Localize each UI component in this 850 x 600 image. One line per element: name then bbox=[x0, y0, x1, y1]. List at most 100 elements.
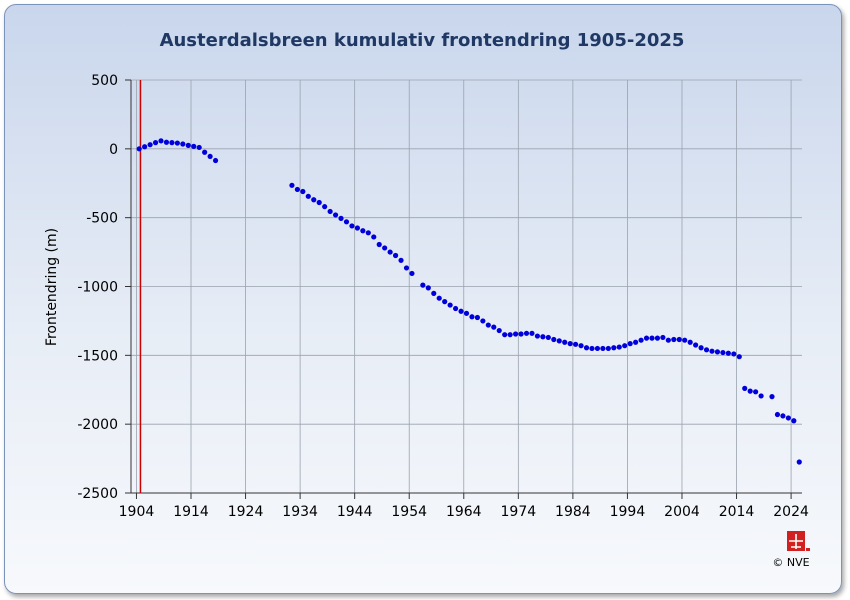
data-point bbox=[174, 140, 180, 146]
data-point bbox=[474, 314, 481, 321]
data-point bbox=[671, 336, 677, 343]
data-point bbox=[562, 339, 568, 345]
data-point bbox=[305, 193, 311, 199]
data-point bbox=[382, 245, 388, 251]
y-tick-label: -2500 bbox=[77, 486, 118, 502]
nve-logo bbox=[787, 531, 810, 551]
data-point bbox=[169, 140, 175, 146]
data-point bbox=[676, 336, 682, 343]
y-tick-label: 500 bbox=[91, 73, 118, 89]
data-point bbox=[163, 139, 170, 145]
data-point bbox=[780, 413, 786, 419]
data-point bbox=[158, 138, 164, 144]
data-point bbox=[638, 337, 644, 343]
data-point bbox=[736, 354, 742, 360]
data-point bbox=[567, 341, 573, 347]
data-point bbox=[714, 349, 721, 355]
data-point bbox=[485, 322, 491, 328]
data-point bbox=[207, 153, 213, 160]
data-point bbox=[185, 142, 191, 148]
data-point bbox=[463, 310, 470, 316]
data-point bbox=[180, 141, 186, 147]
data-point bbox=[529, 330, 535, 336]
data-points bbox=[136, 138, 802, 465]
x-tick-label: 2024 bbox=[773, 504, 809, 520]
x-tick-label: 1914 bbox=[173, 504, 209, 520]
data-point bbox=[294, 186, 300, 193]
y-tick-label: -1000 bbox=[77, 280, 118, 296]
data-point bbox=[654, 335, 661, 341]
data-point bbox=[534, 333, 541, 339]
data-point bbox=[758, 393, 764, 399]
data-point bbox=[196, 144, 202, 151]
x-tick-label: 1964 bbox=[446, 504, 482, 520]
data-point bbox=[360, 228, 366, 234]
data-point bbox=[431, 290, 437, 296]
data-point bbox=[343, 219, 350, 225]
data-point bbox=[594, 345, 601, 352]
data-point bbox=[796, 459, 802, 465]
data-point bbox=[769, 394, 775, 400]
y-axis-label: Frontendring (m) bbox=[44, 228, 60, 346]
data-point bbox=[633, 339, 639, 345]
data-point bbox=[703, 347, 710, 353]
data-point bbox=[387, 249, 393, 255]
data-point bbox=[649, 335, 655, 341]
data-point bbox=[480, 318, 486, 324]
nve-logo-mark bbox=[806, 548, 810, 551]
data-point bbox=[573, 341, 579, 347]
x-tick-label: 1924 bbox=[228, 504, 264, 520]
x-tick-label: 2004 bbox=[664, 504, 700, 520]
data-point bbox=[578, 343, 584, 349]
data-point bbox=[152, 140, 159, 146]
data-point bbox=[376, 241, 382, 248]
data-point bbox=[709, 348, 715, 354]
data-point bbox=[191, 143, 197, 149]
x-tick-label: 1984 bbox=[555, 504, 591, 520]
data-point bbox=[316, 199, 322, 206]
data-point bbox=[693, 342, 699, 348]
data-point bbox=[523, 330, 530, 336]
data-point bbox=[458, 308, 464, 314]
data-point bbox=[583, 345, 590, 351]
data-point bbox=[289, 182, 295, 188]
data-point bbox=[627, 341, 633, 347]
x-tick-label: 1994 bbox=[610, 504, 646, 520]
data-point bbox=[512, 331, 519, 337]
data-point bbox=[447, 302, 453, 308]
data-point bbox=[469, 314, 475, 320]
data-point bbox=[398, 257, 404, 263]
data-point bbox=[436, 295, 442, 301]
y-tick-label: 0 bbox=[109, 142, 118, 158]
data-point bbox=[420, 282, 426, 288]
data-point bbox=[600, 345, 606, 352]
x-tick-label: 2014 bbox=[719, 504, 755, 520]
data-point bbox=[311, 197, 317, 203]
data-point bbox=[491, 324, 497, 330]
data-point bbox=[785, 415, 791, 421]
chart-panel bbox=[4, 4, 842, 594]
data-point bbox=[660, 334, 666, 341]
data-point bbox=[212, 157, 219, 164]
x-tick-label: 1934 bbox=[282, 504, 318, 520]
data-point bbox=[136, 146, 142, 152]
nve-logo-emblem bbox=[789, 534, 803, 549]
y-tick-label: -500 bbox=[86, 211, 118, 227]
data-point bbox=[332, 212, 339, 218]
y-tick-label: -2000 bbox=[77, 417, 118, 433]
x-tick-label: 1954 bbox=[391, 504, 427, 520]
data-point bbox=[425, 285, 431, 291]
chart-title: Austerdalsbreen kumulativ frontendring 1… bbox=[160, 30, 685, 51]
x-tick-label: 1974 bbox=[501, 504, 537, 520]
data-point bbox=[349, 223, 355, 229]
data-point bbox=[147, 142, 153, 148]
data-point bbox=[540, 334, 546, 340]
data-point bbox=[142, 144, 148, 150]
data-point bbox=[452, 305, 459, 312]
data-point bbox=[687, 339, 693, 345]
data-point bbox=[322, 204, 328, 210]
data-point bbox=[698, 345, 704, 351]
data-point bbox=[442, 299, 448, 305]
data-point bbox=[365, 230, 371, 236]
